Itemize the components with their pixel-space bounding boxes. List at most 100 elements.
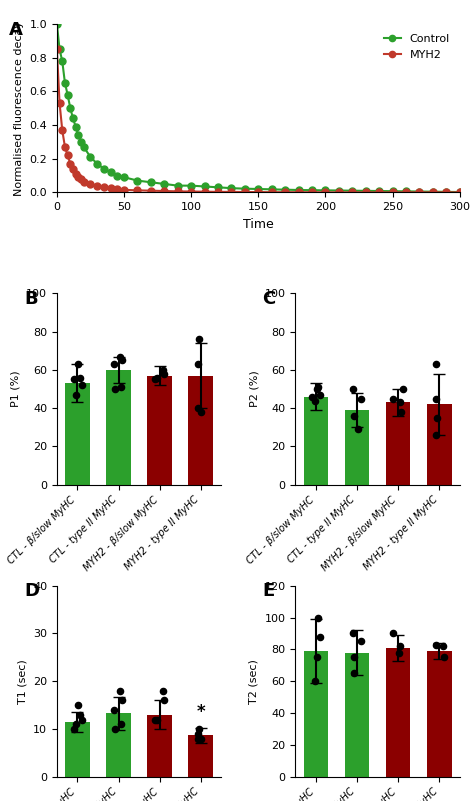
Point (350, 409, 357, 422)
Point (74, 358, 82, 371)
MYH2 (88, 179, 93, 189)
MYH2 (175, 187, 181, 196)
Control (228, 183, 234, 193)
MYH2 (70, 164, 76, 174)
Point (197, 405, 205, 418)
Point (110, 358, 118, 371)
MYH2 (101, 183, 107, 192)
Point (118, 354, 126, 367)
Point (78, 713, 86, 726)
MYH2 (283, 187, 288, 197)
MYH2 (228, 187, 234, 197)
Point (151, 373, 159, 386)
Control (309, 185, 315, 195)
Control (242, 184, 248, 194)
Text: B: B (24, 289, 37, 308)
Control (114, 171, 120, 180)
Bar (303, 396, 328, 485)
MYH2 (57, 99, 63, 108)
Control (75, 131, 81, 140)
MYH2 (65, 151, 71, 160)
MYH2 (188, 187, 194, 196)
Point (349, 383, 356, 396)
MYH2 (349, 187, 355, 197)
Point (194, 358, 201, 371)
Legend: Control, MYH2: Control, MYH2 (380, 30, 454, 64)
Point (317, 388, 324, 401)
MYH2 (81, 178, 87, 187)
Point (195, 723, 202, 735)
Point (433, 638, 440, 651)
Text: A: A (9, 21, 22, 38)
Point (118, 694, 126, 706)
MYH2 (73, 169, 79, 179)
Control (135, 175, 140, 185)
Text: C: C (263, 289, 276, 308)
Point (314, 611, 322, 624)
MYH2 (215, 187, 221, 197)
Point (433, 429, 440, 441)
Point (151, 713, 159, 726)
Point (311, 675, 319, 688)
Point (398, 405, 405, 418)
Point (432, 392, 440, 405)
Point (70, 723, 78, 735)
Bar (189, 376, 213, 485)
Control (65, 90, 71, 99)
Point (313, 383, 320, 396)
Control (403, 187, 409, 196)
Point (116, 685, 123, 698)
Control (54, 19, 60, 29)
Point (70, 373, 78, 386)
MYH2 (376, 187, 382, 197)
Point (349, 627, 356, 640)
MYH2 (62, 142, 68, 151)
Point (439, 640, 447, 653)
Control (62, 78, 68, 88)
Point (111, 723, 119, 735)
MYH2 (121, 185, 127, 195)
MYH2 (363, 187, 369, 197)
Y-axis label: Normalised fluorescence decay: Normalised fluorescence decay (14, 21, 24, 195)
Point (159, 364, 167, 376)
MYH2 (390, 187, 395, 197)
MYH2 (59, 125, 65, 135)
MYH2 (135, 186, 140, 195)
Control (59, 56, 65, 66)
Control (175, 181, 181, 191)
Point (399, 383, 407, 396)
Y-axis label: T1 (sec): T1 (sec) (18, 659, 27, 704)
Control (121, 172, 127, 182)
Control (202, 182, 208, 191)
Control (188, 181, 194, 191)
Control (336, 186, 342, 195)
Point (194, 732, 201, 745)
MYH2 (114, 184, 120, 194)
Bar (65, 384, 90, 485)
Control (108, 167, 113, 177)
Point (78, 379, 86, 392)
MYH2 (457, 187, 463, 197)
MYH2 (78, 174, 84, 183)
MYH2 (269, 187, 274, 197)
Bar (147, 714, 172, 777)
Control (444, 187, 449, 197)
Point (440, 651, 447, 664)
Point (194, 727, 201, 740)
MYH2 (430, 187, 436, 197)
Line: Control: Control (54, 21, 463, 195)
Control (390, 187, 395, 196)
Bar (427, 405, 452, 485)
Point (197, 732, 205, 745)
MYH2 (75, 172, 81, 182)
Point (117, 718, 124, 731)
Point (74, 698, 82, 711)
Point (390, 627, 397, 640)
Point (350, 651, 357, 664)
MYH2 (148, 186, 154, 195)
Point (73, 388, 80, 401)
Point (396, 396, 404, 409)
MYH2 (309, 187, 315, 197)
Point (161, 368, 168, 380)
Point (117, 380, 124, 393)
